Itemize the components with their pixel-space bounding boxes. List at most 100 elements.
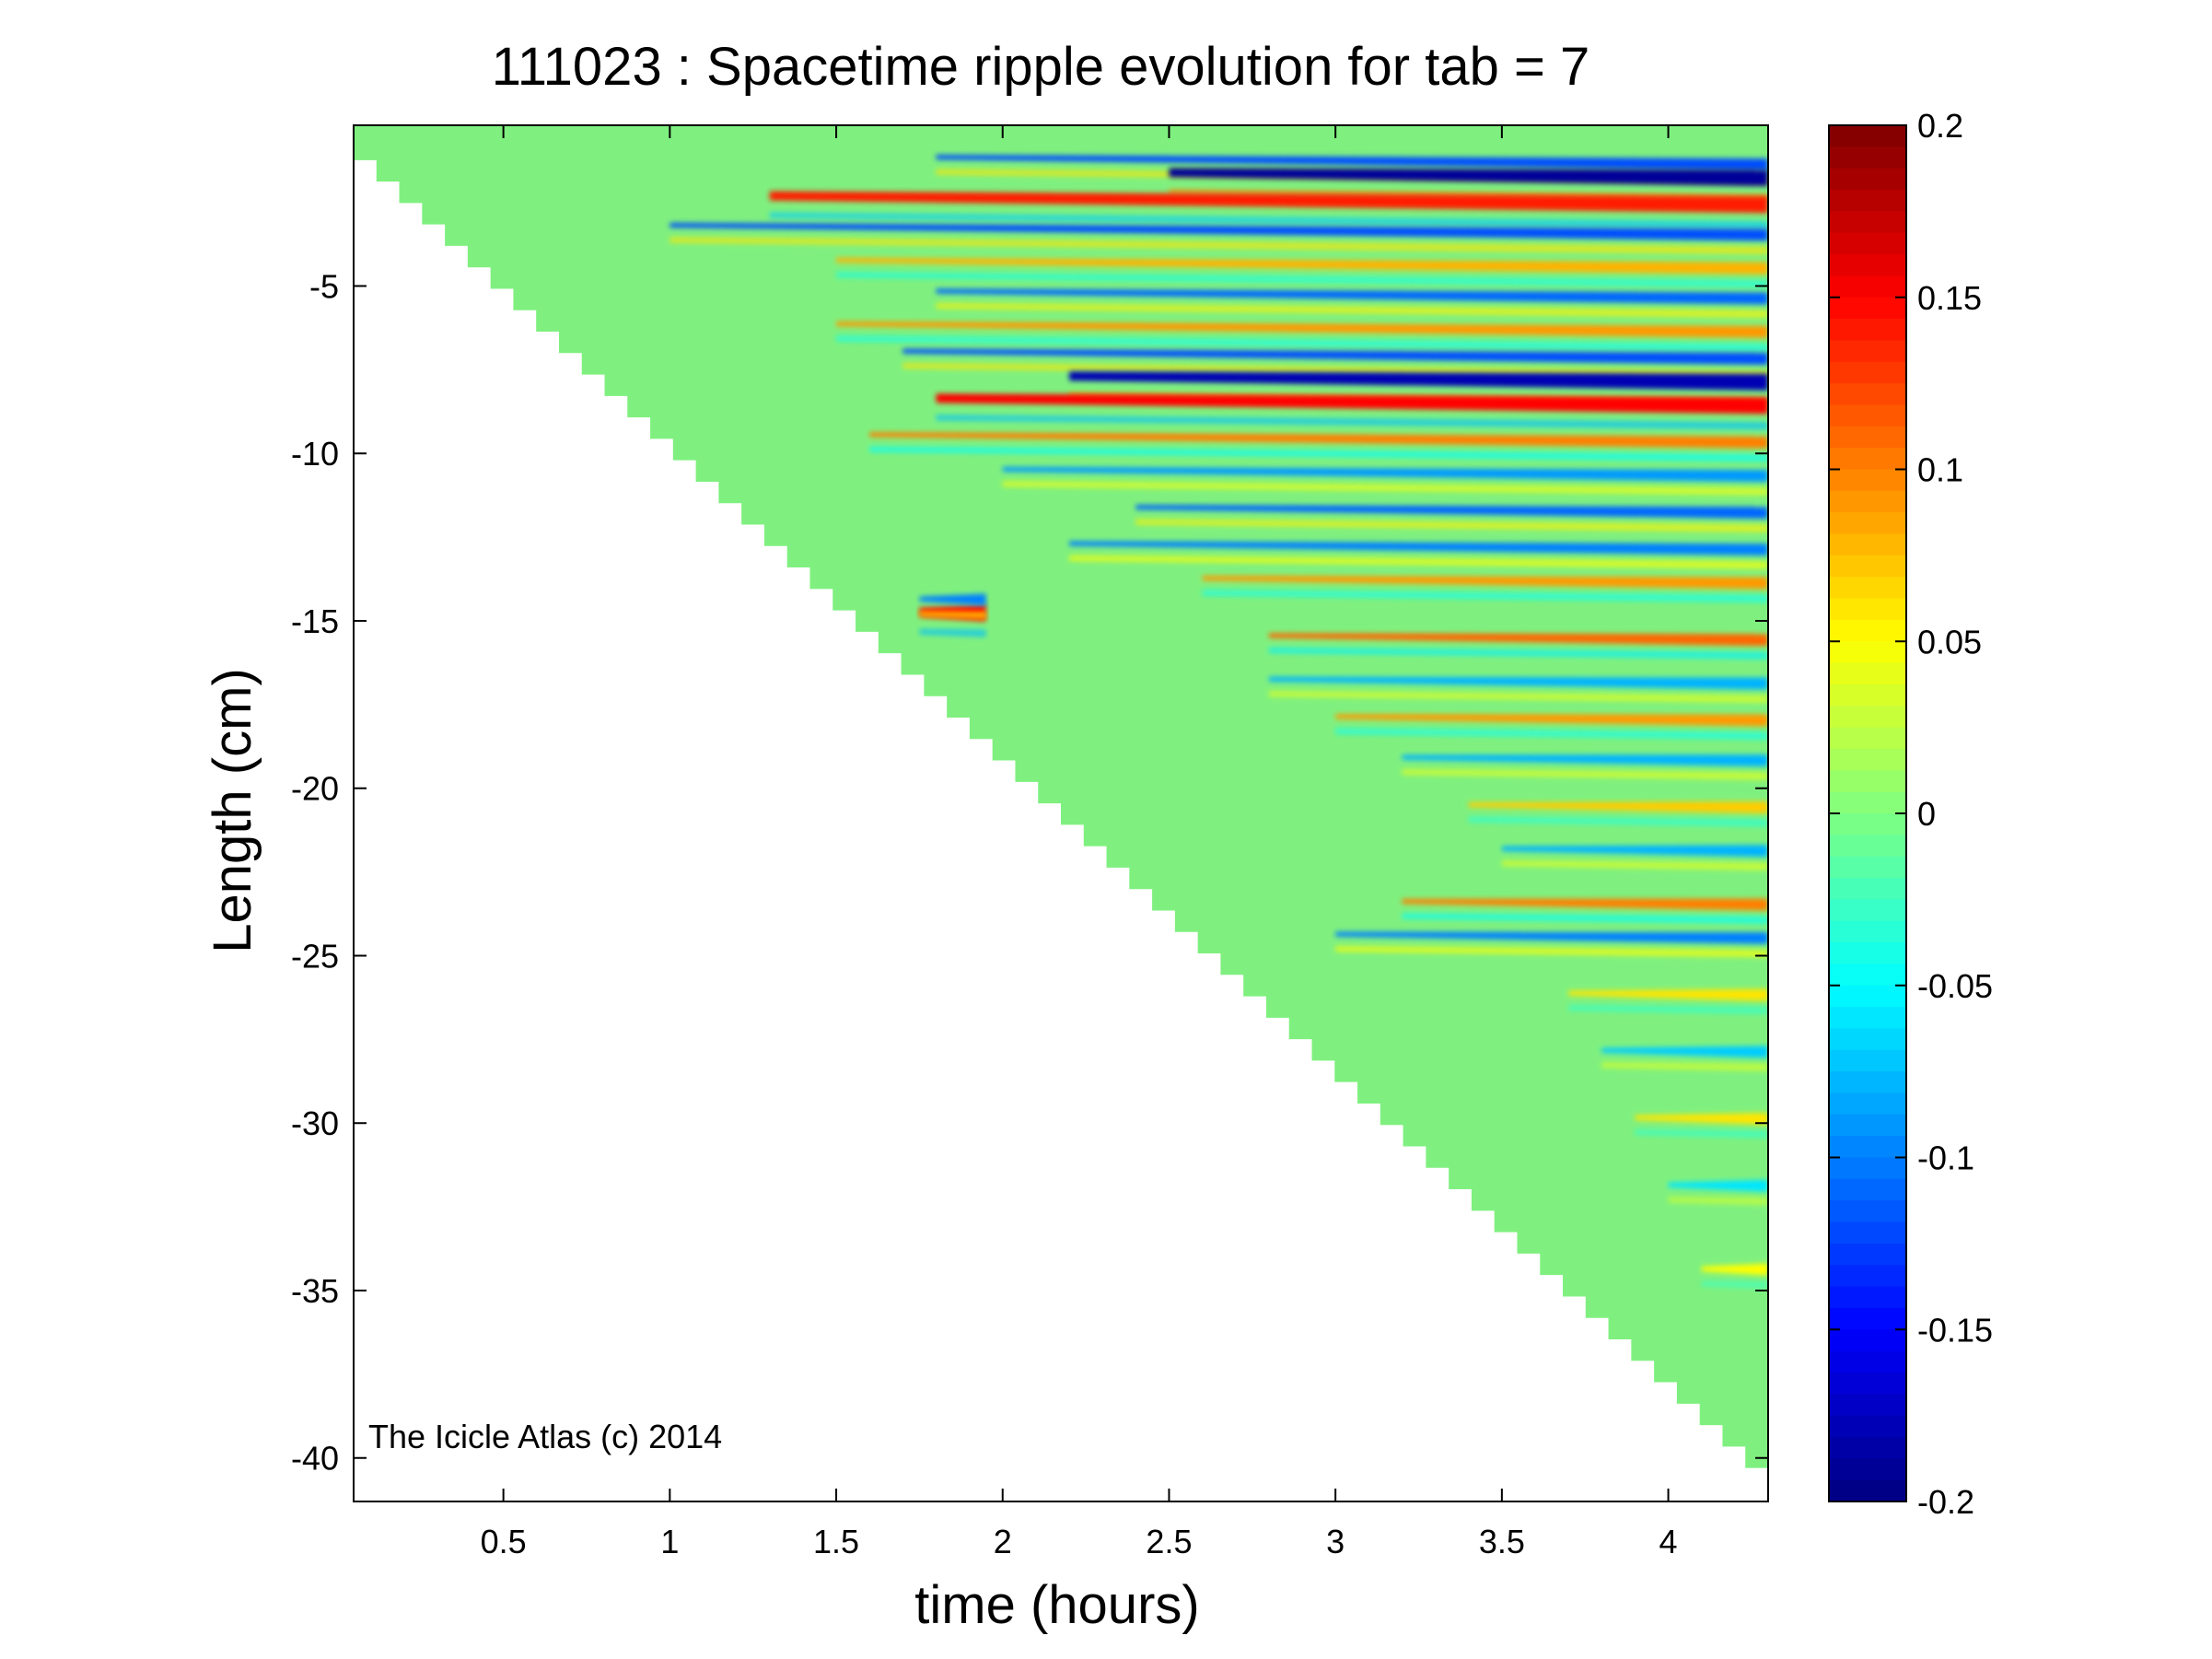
colorbar: 0.2 0.15 0.1 0.05 0 -0.05 -0.1 -0.15 -0.2: [1828, 107, 1993, 1521]
ripple-band: [1468, 801, 1768, 814]
colorbar-step: [1829, 254, 1906, 277]
ripple-band: [1635, 1113, 1768, 1126]
colorbar-step: [1829, 683, 1906, 707]
y-axis-ticks: -5 -10 -15 -20 -25 -30 -35 -40: [291, 267, 1768, 1478]
colorbar-step: [1829, 813, 1906, 835]
colorbar-tick-label: 0: [1917, 795, 1936, 833]
ripple-band: [936, 155, 1768, 171]
colorbar-step: [1829, 1157, 1906, 1180]
y-tick-label: -10: [291, 435, 339, 473]
colorbar-tick-label: -0.1: [1917, 1139, 1974, 1177]
colorbar-step: [1829, 619, 1906, 642]
colorbar-step: [1829, 426, 1906, 449]
ripple-band-halo: [836, 272, 1768, 288]
colorbar-step: [1829, 1265, 1906, 1288]
colorbar-step: [1829, 1436, 1906, 1459]
ripple-band: [1069, 371, 1768, 391]
colorbar-step: [1829, 297, 1906, 320]
ripple-band: [836, 257, 1768, 275]
colorbar-step: [1829, 964, 1906, 987]
ripple-band-halo: [919, 611, 986, 619]
colorbar-step: [1829, 1479, 1906, 1502]
colorbar-step: [1829, 555, 1906, 578]
colorbar-tick-label: -0.05: [1917, 967, 1993, 1005]
ripple-band-halo: [1601, 1062, 1768, 1071]
ripple-band-halo: [1402, 769, 1768, 780]
ripple-band-halo: [1002, 481, 1768, 496]
ripple-band-halo: [936, 303, 1768, 318]
colorbar-step: [1829, 577, 1906, 600]
x-axis-ticks: 0.5 1 1.5 2 2.5 3 3.5 4: [481, 125, 1678, 1560]
colorbar-step: [1829, 319, 1906, 342]
ripple-band: [936, 393, 1768, 415]
plot-axes-frame: [353, 124, 1769, 1502]
colorbar-gradient: [1829, 125, 1906, 1502]
colorbar-step: [1829, 791, 1906, 814]
ripple-band-halo: [1268, 691, 1768, 704]
ripple-band: [869, 432, 1768, 449]
colorbar-step: [1829, 1200, 1906, 1223]
ripple-band-halo: [1335, 946, 1768, 958]
y-tick-label: -25: [291, 937, 339, 975]
ripple-band: [836, 321, 1768, 338]
colorbar-step: [1829, 942, 1906, 965]
ripple-band-halo: [1069, 555, 1768, 569]
colorbar-tick-label: -0.2: [1917, 1483, 1974, 1521]
colorbar-step: [1829, 211, 1906, 234]
ripple-band-halo: [1635, 1129, 1768, 1139]
ripple-band: [1701, 1263, 1768, 1276]
colorbar-step: [1829, 1178, 1906, 1201]
colorbar-step: [1829, 1221, 1906, 1244]
ripple-band: [669, 222, 1768, 241]
colorbar-tick-label: 0.1: [1917, 451, 1963, 489]
ripple-band: [1169, 168, 1768, 187]
colorbar-step: [1829, 383, 1906, 406]
ripple-band: [1568, 988, 1768, 1001]
colorbar-step: [1829, 1394, 1906, 1417]
y-tick-label: -40: [291, 1440, 339, 1478]
colorbar-step: [1829, 190, 1906, 212]
colorbar-step: [1829, 1007, 1906, 1030]
ripple-band: [1069, 541, 1768, 556]
colorbar-step: [1829, 1329, 1906, 1352]
colorbar-step: [1829, 1458, 1906, 1481]
colorbar-step: [1829, 878, 1906, 900]
colorbar-step: [1829, 1136, 1906, 1159]
ripple-band: [1668, 1179, 1768, 1192]
colorbar-step: [1829, 469, 1906, 492]
ripple-band: [1601, 1046, 1768, 1058]
colorbar-step: [1829, 727, 1906, 750]
colorbar-step: [1829, 146, 1906, 169]
y-axis-label: Length (cm): [203, 668, 262, 952]
colorbar-step: [1829, 1092, 1906, 1116]
ripple-band-halo: [1668, 1197, 1768, 1206]
ripple-band-halo: [1268, 648, 1768, 660]
colorbar-step: [1829, 985, 1906, 1008]
colorbar-step: [1829, 448, 1906, 471]
ripple-band-halo: [1468, 816, 1768, 827]
x-tick-label: 4: [1659, 1523, 1678, 1560]
colorbar-step: [1829, 641, 1906, 664]
colorbar-step: [1829, 706, 1906, 729]
colorbar-tick-label: 0.2: [1917, 107, 1963, 145]
ripple-band: [1335, 714, 1768, 727]
colorbar-step: [1829, 1028, 1906, 1051]
y-tick-label: -5: [309, 267, 339, 305]
colorbar-step: [1829, 168, 1906, 191]
x-tick-label: 2.5: [1146, 1523, 1192, 1560]
ripple-band: [1402, 898, 1768, 911]
colorbar-step: [1829, 340, 1906, 363]
ripple-band-halo: [769, 212, 1768, 229]
ripple-band: [1268, 676, 1768, 690]
colorbar-step: [1829, 125, 1906, 147]
heatmap-field: [354, 125, 1768, 1468]
y-tick-label: -15: [291, 602, 339, 640]
ripple-band-halo: [936, 415, 1768, 430]
x-tick-label: 1.5: [813, 1523, 859, 1560]
colorbar-step: [1829, 404, 1906, 427]
colorbar-step: [1829, 770, 1906, 793]
ripple-band: [919, 593, 986, 606]
y-tick-label: -30: [291, 1104, 339, 1142]
colorbar-step: [1829, 920, 1906, 943]
